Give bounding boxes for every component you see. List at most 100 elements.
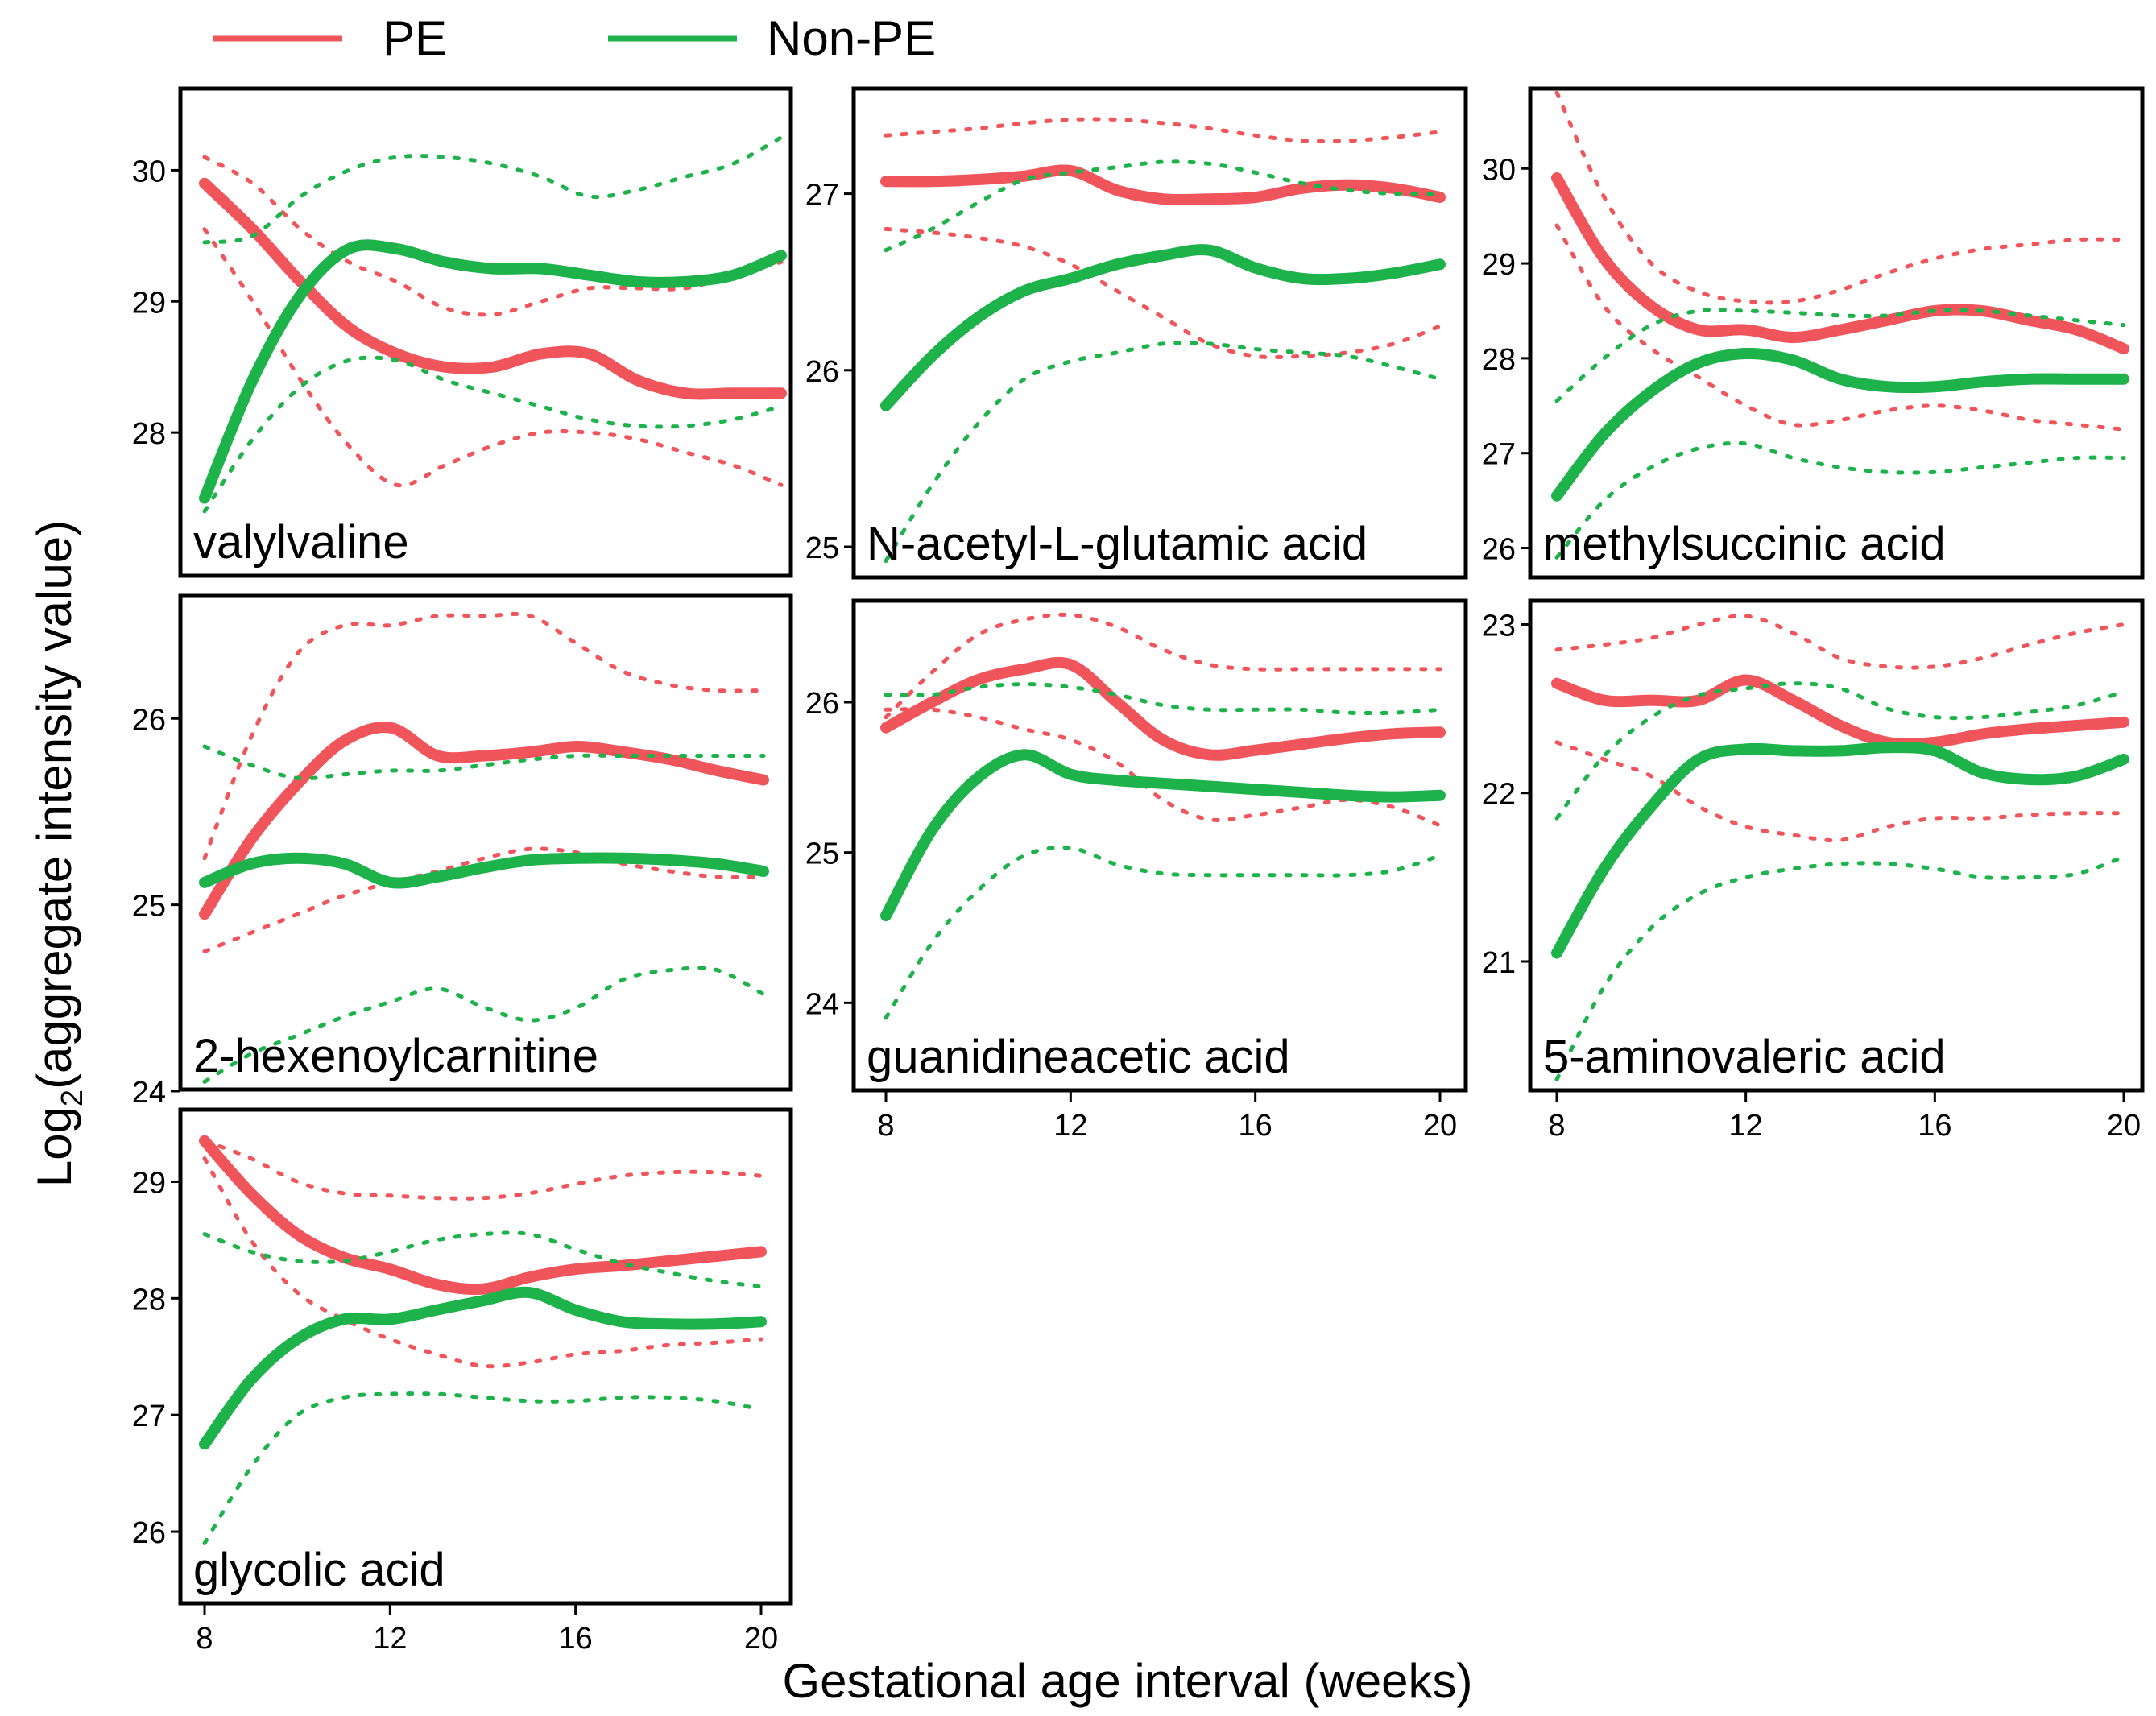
panel-4-non-pe-lower-line — [202, 966, 766, 1084]
panel-4-title: 2-hexenoylcarnitine — [193, 1030, 598, 1082]
panel-7-ytick-label: 27 — [132, 1400, 166, 1433]
panel-7-series — [199, 1135, 767, 1545]
x-axis-1-tick-label: 20 — [744, 1622, 778, 1656]
panel-4-ytick-label: 26 — [132, 703, 166, 737]
panel-1-pe-lower-line — [202, 227, 784, 488]
panel-3-non-pe-upper-line — [1554, 308, 2126, 403]
panel-1-pe-line — [199, 177, 787, 400]
panel-5-non-pe-line — [880, 749, 1446, 922]
panel-4-non-pe-line — [199, 852, 769, 889]
panel-1-frame — [178, 86, 793, 578]
panel-1-non-pe-line — [199, 239, 787, 504]
panel-5-title: guanidineacetic acid — [867, 1031, 1290, 1083]
panel-1-ytick-label: 30 — [132, 155, 166, 188]
panel-3-ytick-label: 27 — [1482, 438, 1516, 472]
x-axis-3-tick-label: 12 — [1729, 1109, 1763, 1143]
panel-6-ytick-label: 23 — [1482, 609, 1516, 643]
panel-3-ytick-label: 30 — [1482, 153, 1516, 187]
x-axis-1: 8 12 16 20 — [196, 1603, 778, 1656]
panel-4: 24 25 26 2-hexenoylcarnitine — [132, 593, 793, 1110]
panel-3-pe-line — [1551, 172, 2129, 355]
panel-3-ytick-label: 29 — [1482, 248, 1516, 282]
x-axis-1-tick-label: 16 — [559, 1622, 593, 1656]
panel-3-title: methylsuccinic acid — [1543, 518, 1946, 570]
panel-2-ytick-label: 27 — [805, 179, 839, 213]
panel-3-frame — [1528, 86, 2145, 580]
panel-7: 26 27 28 29 glycolic acid — [132, 1107, 793, 1606]
y-axis-title: Log2(aggregate intensity value) — [27, 520, 89, 1187]
panel-4-pe-line — [199, 722, 769, 920]
x-axis-3-tick-label: 20 — [2107, 1109, 2141, 1143]
x-axis-2-tick-label: 8 — [877, 1109, 894, 1143]
panel-7-non-pe-upper-line — [202, 1230, 763, 1289]
panel-2-ytick-label: 26 — [805, 355, 839, 389]
panel-6-non-pe-upper-line — [1554, 681, 2126, 821]
panel-7-ytick-label: 28 — [132, 1283, 166, 1317]
panel-3-non-pe-lower-line — [1554, 440, 2126, 560]
panel-4-series — [199, 611, 769, 1084]
panel-3-pe-lower-line — [1554, 223, 2126, 432]
x-axis-3-tick-label: 16 — [1918, 1109, 1951, 1143]
panel-6-frame — [1528, 598, 2145, 1093]
panel-5-pe-line — [880, 656, 1446, 761]
panel-5-series — [880, 612, 1446, 1020]
panel-5-ytick-label: 25 — [805, 837, 839, 871]
panel-2-series — [880, 117, 1446, 564]
panel-2-pe-lower-line — [884, 226, 1442, 360]
panel-6: 21 22 23 5-aminovaleric acid — [1482, 598, 2145, 1093]
panel-1-ytick-label: 28 — [132, 417, 166, 451]
panel-5-ytick-label: 24 — [805, 987, 839, 1021]
legend-nonpe-label: Non-PE — [767, 11, 936, 65]
panel-1-non-pe-lower-line — [202, 355, 784, 514]
panel-6-series — [1551, 614, 2129, 1081]
panel-2-frame — [851, 86, 1468, 580]
panel-1-ytick-label: 29 — [132, 286, 166, 320]
panel-7-pe-lower-line — [202, 1156, 763, 1369]
panel-1-pe-upper-line — [202, 155, 784, 317]
x-axis-1-tick-label: 8 — [196, 1622, 213, 1656]
panel-4-frame — [178, 593, 793, 1092]
x-axis-title: Gestational age interval (weeks) — [782, 1654, 1472, 1708]
y-axis-title-rest: (aggregate intensity value) — [27, 520, 81, 1090]
legend-pe-label: PE — [383, 11, 447, 65]
legend: PE Non-PE — [213, 11, 936, 65]
panel-2-title: N-acetyl-L-glutamic acid — [867, 518, 1368, 570]
panel-2: 25 26 27 N-acetyl-L-glutamic acid — [805, 86, 1468, 580]
panel-6-ytick-label: 21 — [1482, 946, 1516, 980]
x-axis-2: 8 12 16 20 — [877, 1090, 1457, 1143]
panel-2-non-pe-line — [880, 244, 1446, 411]
x-axis-2-tick-label: 16 — [1239, 1109, 1272, 1143]
panel-6-non-pe-lower-line — [1554, 854, 2126, 1081]
panel-7-ytick-label: 26 — [132, 1516, 166, 1550]
panel-3-non-pe-line — [1551, 347, 2129, 502]
panel-5-non-pe-upper-line — [884, 682, 1442, 716]
panel-1-title: valylvaline — [193, 516, 409, 569]
x-axis-3-tick-label: 8 — [1548, 1109, 1565, 1143]
panel-5: 24 25 26 guanidineacetic acid — [805, 598, 1468, 1093]
panel-7-non-pe-lower-line — [202, 1391, 763, 1545]
panel-1-non-pe-upper-line — [202, 135, 784, 245]
y-axis-title-log: Log — [27, 1106, 81, 1187]
panel-2-pe-upper-line — [884, 117, 1442, 143]
panel-2-pe-line — [880, 164, 1446, 206]
panels: 28 29 30 valylvaline 25 26 27 N-acetyl-L-glutam… — [132, 86, 2145, 1656]
panel-5-pe-lower-line — [884, 707, 1442, 828]
panel-6-pe-line — [1551, 674, 2129, 750]
panel-5-pe-upper-line — [884, 612, 1442, 720]
panel-6-ytick-label: 22 — [1482, 778, 1516, 812]
panel-4-pe-lower-line — [202, 846, 766, 953]
panel-2-non-pe-upper-line — [884, 159, 1442, 253]
panel-7-ytick-label: 29 — [132, 1166, 166, 1200]
panel-7-pe-line — [199, 1135, 767, 1296]
panel-6-pe-upper-line — [1554, 614, 2126, 670]
panel-2-ytick-label: 25 — [805, 531, 839, 565]
panel-5-non-pe-lower-line — [884, 846, 1442, 1020]
panel-6-pe-lower-line — [1554, 740, 2126, 843]
x-axis-2-tick-label: 12 — [1053, 1109, 1087, 1143]
panel-7-frame — [178, 1107, 793, 1606]
panel-3-series — [1551, 91, 2129, 560]
panel-7-non-pe-line — [199, 1286, 767, 1450]
panel-6-non-pe-line — [1551, 742, 2129, 959]
panel-6-title: 5-aminovaleric acid — [1543, 1031, 1946, 1083]
